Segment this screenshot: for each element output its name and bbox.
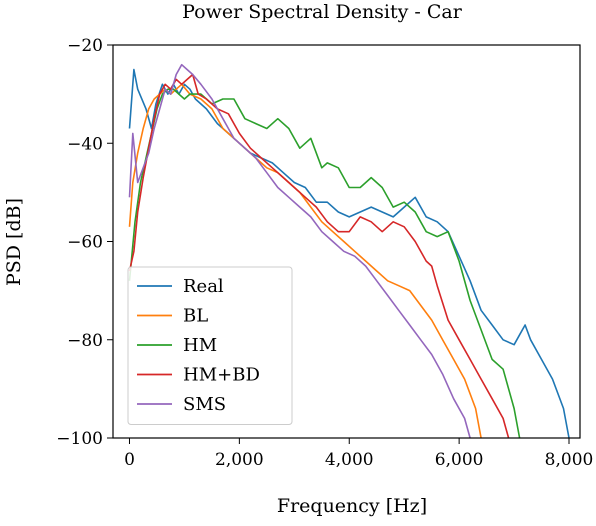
legend: Real BL HM HM+BD SMS bbox=[127, 266, 293, 425]
x-tick-label: 2,000 bbox=[215, 450, 264, 470]
legend-label-sms: SMS bbox=[183, 394, 226, 415]
series-line-hm-bd bbox=[128, 73, 510, 439]
legend-label-hm: HM bbox=[183, 335, 217, 356]
x-tick-label: 4,000 bbox=[325, 450, 374, 470]
series-layer bbox=[128, 63, 570, 439]
x-tick-label: 0 bbox=[124, 450, 135, 470]
legend-label-hm-bd: HM+BD bbox=[183, 365, 260, 386]
x-tick-label: 6,000 bbox=[435, 450, 484, 470]
y-tick-label: −20 bbox=[67, 36, 103, 56]
series-line-sms bbox=[128, 63, 471, 439]
ticks-layer: 0 2,000 4,000 6,000 8,000 −20 −40 −60 −80 −100 bbox=[56, 36, 593, 470]
x-axis-label: Frequency [Hz] bbox=[277, 495, 427, 517]
series-line-hm bbox=[128, 88, 521, 439]
legend-label-real: Real bbox=[183, 276, 224, 297]
y-tick-label: −80 bbox=[67, 331, 103, 351]
legend-box bbox=[127, 266, 293, 425]
chart-title: Power Spectral Density - Car bbox=[182, 1, 463, 23]
y-tick-label: −60 bbox=[67, 233, 103, 253]
y-tick-label: −40 bbox=[67, 134, 103, 154]
y-axis-label: PSD [dB] bbox=[3, 198, 25, 286]
legend-label-bl: BL bbox=[183, 306, 208, 327]
y-tick-label: −100 bbox=[56, 429, 103, 449]
x-tick-label: 8,000 bbox=[545, 450, 594, 470]
